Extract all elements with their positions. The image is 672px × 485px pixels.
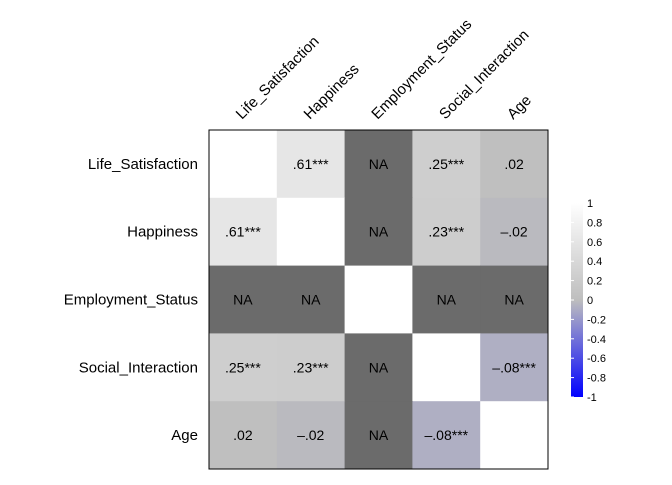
cell-employment-status-happiness [276,265,346,334]
cell-social-interaction-happiness [276,333,346,402]
cell-life-satisfaction-happiness [276,130,346,199]
legend-tick-label: 0.2 [587,276,602,288]
cell-life-satisfaction-age [480,130,549,199]
cell-employment-status-social-interaction [412,265,481,334]
legend-ticks: 1 0.8 0.6 0.4 0.2 0 -0.2 -0.4 -0.6 -0.8 -1 [571,198,606,404]
cell-happiness-social-interaction [412,197,481,267]
legend-tick-label: -1 [587,392,597,404]
cell-label-employment-status-age: NA [504,292,524,308]
cell-label-social-interaction-age: –.08*** [492,359,536,375]
row-labels: Life_Satisfaction Happiness Employment_Sta… [64,156,198,444]
cell-label-social-interaction-life-satisfaction: .25*** [225,359,261,375]
cell-label-age-employment-status: NA [369,427,389,443]
cell-age-social-interaction [412,401,481,470]
cell-employment-status-age [480,265,549,334]
row-label-social-interaction: Social_Interaction [79,359,198,376]
cell-label-social-interaction-employment-status: NA [369,359,389,375]
legend-tick-label: -0.2 [587,314,606,326]
cell-label-social-interaction-happiness: .23*** [293,359,329,375]
cell-age-life-satisfaction [209,401,278,470]
row-label-happiness: Happiness [127,224,198,241]
cell-happiness-happiness [276,197,346,267]
legend-tick-label: -0.4 [587,334,606,346]
cell-label-employment-status-life-satisfaction: NA [233,292,253,308]
legend-tick-label: 0 [587,295,593,307]
cell-age-happiness [276,401,346,470]
row-label-employment-status: Employment_Status [64,292,198,309]
cell-life-satisfaction-employment-status [344,130,413,199]
cell-label-happiness-life-satisfaction: .61*** [225,224,261,240]
column-label-happiness: Happiness [301,61,363,123]
cell-label-age-life-satisfaction: .02 [233,427,253,443]
row-label-life-satisfaction: Life_Satisfaction [88,156,198,173]
legend-tick-label: 0.8 [587,217,602,229]
column-label-age: Age [504,92,535,123]
heatmap-cell-labels: .61*** NA .25*** .02 .61*** NA .23*** –.02 NA NA N… [225,156,536,443]
row-label-age: Age [171,427,198,444]
cell-age-age [480,401,549,470]
cell-label-age-social-interaction: –.08*** [425,427,469,443]
cell-age-employment-status [344,401,413,470]
cell-life-satisfaction-social-interaction [412,130,481,199]
cell-label-life-satisfaction-age: .02 [504,156,524,172]
legend-colorbar [571,203,583,397]
cell-employment-status-life-satisfaction [209,265,278,334]
grid-border [208,129,549,470]
color-legend: 1 0.8 0.6 0.4 0.2 0 -0.2 -0.4 -0.6 -0.8 -1 [571,198,606,404]
cell-social-interaction-employment-status [344,333,413,402]
cell-label-life-satisfaction-happiness: .61*** [293,156,329,172]
legend-tick-label: 1 [587,198,593,210]
legend-tick-label: 0.6 [587,237,602,249]
heatmap-cells [209,130,549,470]
cell-label-life-satisfaction-social-interaction: .25*** [428,156,464,172]
cell-happiness-life-satisfaction [209,197,278,267]
cell-label-employment-status-happiness: NA [301,292,321,308]
cell-label-life-satisfaction-employment-status: NA [369,156,389,172]
cell-happiness-age [480,197,549,267]
cell-label-happiness-social-interaction: .23*** [428,224,464,240]
cell-social-interaction-social-interaction [412,333,481,402]
cell-employment-status-employment-status [344,265,413,334]
legend-tick-label: -0.6 [587,353,606,365]
legend-tick-label: 0.4 [587,256,602,268]
cell-social-interaction-life-satisfaction [209,333,278,402]
cell-social-interaction-age [480,333,549,402]
cell-label-age-happiness: –.02 [297,427,324,443]
cell-label-happiness-age: –.02 [500,224,527,240]
cell-label-happiness-employment-status: NA [369,224,389,240]
cell-life-satisfaction-life-satisfaction [209,130,278,199]
cell-happiness-employment-status [344,197,413,267]
cell-label-employment-status-social-interaction: NA [437,292,457,308]
legend-tick-label: -0.8 [587,373,606,385]
